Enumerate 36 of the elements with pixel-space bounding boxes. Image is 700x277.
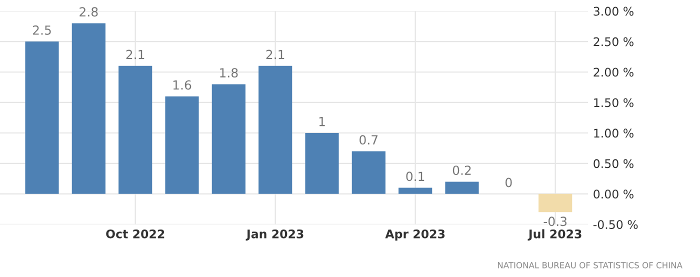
x-tick-label: Oct 2022 [106, 229, 164, 238]
y-tick-label: 2.50 % [594, 37, 634, 46]
y-tick-label: 3.00 % [594, 6, 634, 16]
bar [25, 42, 59, 194]
x-tick-label: Jul 2023 [528, 229, 582, 241]
data-label: 0.1 [406, 172, 424, 182]
bar [398, 188, 432, 194]
y-tick-label: 2.00 % [594, 68, 634, 77]
data-label: 1.6 [173, 80, 192, 90]
y-tick-label: 0.00 % [594, 190, 634, 199]
data-label: 2.8 [80, 7, 98, 17]
bar [305, 132, 339, 194]
y-tick-label: 1.50 % [594, 98, 634, 108]
data-label: 0.2 [452, 166, 471, 176]
data-label: 1 [319, 116, 325, 126]
x-tick-label: Apr 2023 [385, 229, 445, 241]
bar [212, 84, 246, 194]
data-label: -0.3 [544, 216, 567, 226]
text: NATIONAL BUREAU OF STATISTICS OF CHINA [498, 262, 682, 268]
bar [445, 182, 479, 194]
bar [72, 23, 106, 194]
bar [538, 194, 572, 212]
bar [118, 66, 152, 194]
data-label: 2.1 [126, 50, 144, 60]
data-label: 1.8 [220, 68, 238, 78]
bar [258, 66, 292, 194]
x-tick-label: Jan 2023 [246, 229, 304, 241]
y-tick-label: 0.50 % [594, 159, 634, 168]
data-label: 2.5 [32, 25, 51, 35]
bar [352, 151, 386, 194]
y-tick-label: 1.00 % [594, 128, 634, 138]
data-label: 0 [506, 178, 512, 188]
data-label: 2.1 [266, 50, 284, 60]
data-label: 0.7 [360, 135, 378, 145]
bar [165, 96, 199, 194]
y-tick-label: -0.50 % [593, 220, 638, 230]
